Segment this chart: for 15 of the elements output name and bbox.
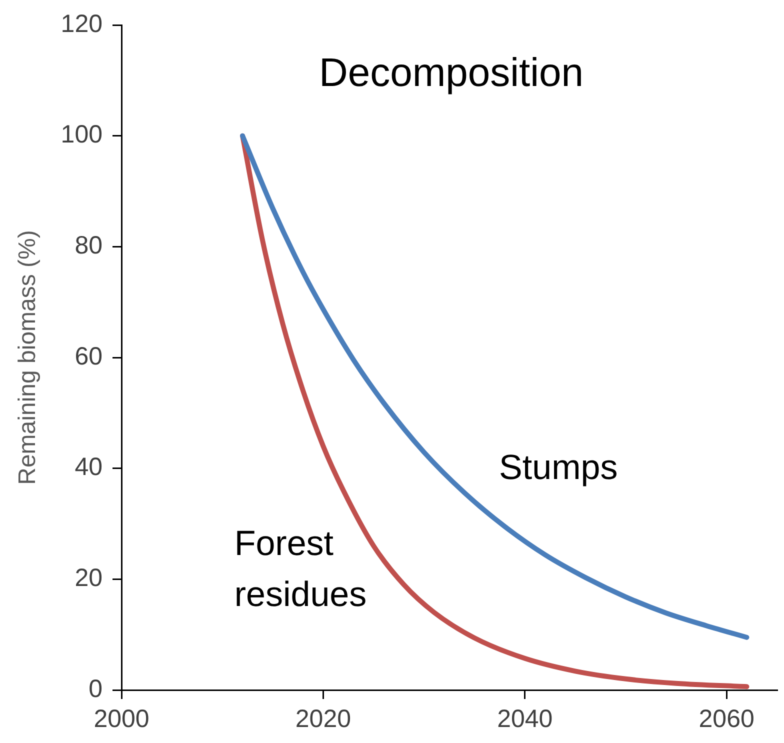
y-tick-label: 80 [74,232,103,260]
y-tick-label: 60 [74,342,103,370]
x-tick-label: 2000 [94,704,150,733]
y-tick-label: 40 [74,453,103,482]
y-tick-label: 100 [60,120,103,149]
y-tick-label: 20 [74,564,103,592]
y-tick-label: 120 [60,10,103,38]
x-tick-label: 2020 [295,704,352,733]
series-label: Stumps [499,448,618,487]
x-tick-label: 2040 [497,704,553,733]
y-tick-label: 0 [88,674,103,703]
x-tick-label: 2060 [698,704,754,733]
text: Decomposition [318,51,584,96]
series-label: Forest residues [234,524,367,614]
y-axis-title: Remaining biomass (%) [14,230,42,485]
